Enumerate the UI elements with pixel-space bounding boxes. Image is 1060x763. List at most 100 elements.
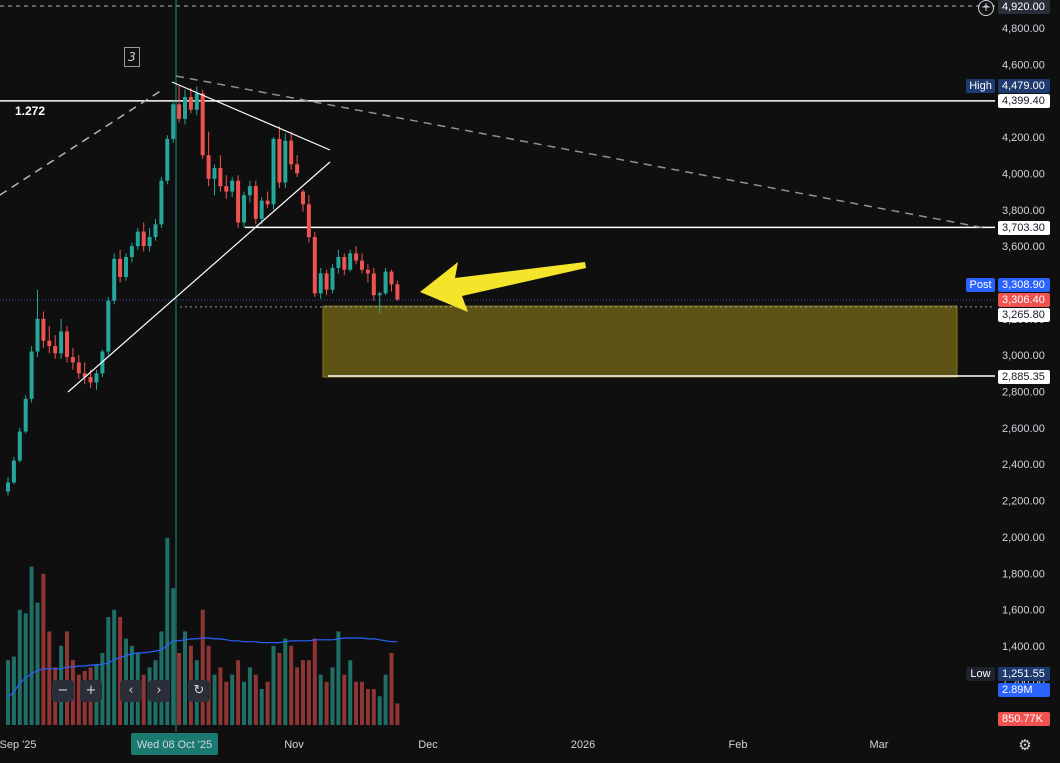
candle-body bbox=[17, 431, 22, 461]
candle-body bbox=[383, 271, 388, 294]
volume-bar bbox=[277, 653, 282, 725]
candle-body bbox=[159, 180, 164, 225]
volume-bar bbox=[177, 653, 182, 725]
low-value-pill-bg bbox=[998, 667, 1050, 681]
candle-body bbox=[29, 351, 34, 399]
volume-bar bbox=[383, 674, 388, 725]
y-tick-label: 2,400.00 bbox=[1002, 459, 1045, 471]
scroll-left-button[interactable]: ‹ bbox=[120, 680, 142, 702]
candle-body bbox=[306, 204, 311, 238]
post-value-pill-bg bbox=[998, 278, 1050, 292]
volume-bar bbox=[265, 681, 270, 725]
volume-bar bbox=[23, 613, 28, 725]
candle-body bbox=[312, 237, 317, 294]
candle-body bbox=[41, 318, 46, 341]
y-tick-label: 3,000.00 bbox=[1002, 350, 1045, 362]
volume-bar bbox=[348, 660, 353, 725]
volume-bar bbox=[295, 667, 300, 725]
last-price-pill-bg bbox=[998, 293, 1050, 307]
level-3265-pill-bg bbox=[998, 308, 1050, 322]
candle-body bbox=[212, 167, 217, 179]
volume-ma-line bbox=[7, 637, 398, 698]
candle-body bbox=[324, 273, 329, 290]
volume-bar bbox=[230, 674, 235, 725]
zoom-in-button[interactable]: + bbox=[80, 680, 102, 702]
volume-bar bbox=[377, 696, 382, 725]
y-tick-label: 2,000.00 bbox=[1002, 532, 1045, 544]
reset-chart-button[interactable]: ↻ bbox=[188, 680, 210, 702]
candle-body bbox=[129, 246, 134, 258]
candle-body bbox=[141, 231, 146, 247]
add-alert-icon[interactable]: + bbox=[978, 0, 994, 16]
post-title-pill-bg bbox=[966, 278, 995, 292]
level-2885-pill-text: 2,885.35 bbox=[1002, 371, 1045, 383]
y-tick-label: 4,800.00 bbox=[1002, 23, 1045, 35]
volume-bar bbox=[183, 631, 187, 725]
y-tick-label: 3,800.00 bbox=[1002, 205, 1045, 217]
volume-bar bbox=[200, 609, 205, 725]
volume-bar bbox=[106, 617, 111, 725]
volume-bar bbox=[11, 656, 16, 725]
candle-body bbox=[200, 93, 205, 156]
candle-body bbox=[277, 138, 282, 183]
zoom-out-button[interactable]: − bbox=[52, 680, 74, 702]
candle-body bbox=[342, 257, 347, 270]
candle-body bbox=[330, 267, 335, 290]
candle-body bbox=[53, 346, 58, 354]
candle-body bbox=[47, 340, 52, 347]
volume-bar bbox=[342, 674, 347, 725]
candle-body bbox=[271, 138, 276, 205]
volume-bar bbox=[165, 537, 170, 725]
low-title-pill-bg bbox=[966, 667, 995, 681]
volume-bar bbox=[41, 573, 46, 725]
candle-body bbox=[230, 180, 235, 192]
candle-body bbox=[318, 273, 323, 294]
volume-bar bbox=[354, 681, 359, 725]
candle-body bbox=[23, 398, 28, 432]
candle-body bbox=[135, 231, 140, 247]
high-value-pill-text: 4,479.00 bbox=[1002, 80, 1045, 92]
candle-body bbox=[259, 200, 264, 219]
x-tick-label: Sep '25 bbox=[0, 739, 36, 751]
candle-body bbox=[283, 140, 288, 183]
x-tick-label: Nov bbox=[284, 739, 304, 751]
volume-last-pill-bg bbox=[998, 712, 1050, 726]
volume-bar bbox=[118, 617, 123, 725]
dashed-trendline-right bbox=[175, 75, 986, 229]
y-tick-label: 2,200.00 bbox=[1002, 496, 1045, 508]
volume-bar bbox=[318, 674, 323, 725]
volume-bar bbox=[336, 631, 341, 725]
low-title-pill-text: Low bbox=[970, 668, 990, 680]
candle-body bbox=[377, 293, 382, 296]
x-tick-label: Mar bbox=[870, 739, 889, 751]
candle-body bbox=[194, 93, 199, 110]
last-price-pill-text: 3,306.40 bbox=[1002, 294, 1045, 306]
settings-gear-icon[interactable]: ⚙ bbox=[1018, 736, 1032, 754]
volume-bar bbox=[236, 660, 241, 725]
post-title-pill-text: Post bbox=[969, 279, 991, 291]
candle-body bbox=[336, 257, 341, 268]
candle-body bbox=[301, 191, 305, 205]
candle-body bbox=[82, 373, 87, 377]
candle-body bbox=[360, 260, 364, 270]
volume-bar bbox=[389, 653, 394, 725]
y-tick-label: 4,200.00 bbox=[1002, 132, 1045, 144]
candle-body bbox=[183, 97, 187, 119]
x-crosshair-pill bbox=[131, 733, 218, 755]
x-tick-label: Feb bbox=[729, 739, 748, 751]
level-4399-pill-bg bbox=[998, 94, 1050, 108]
top-price-pill-bg bbox=[998, 0, 1050, 14]
volume-bar bbox=[395, 703, 400, 725]
scroll-right-button[interactable]: › bbox=[148, 680, 170, 702]
volume-bar bbox=[306, 660, 311, 725]
volume-bar bbox=[112, 609, 117, 725]
triangle-upper-line bbox=[171, 81, 331, 151]
candle-body bbox=[371, 273, 376, 296]
y-tick-label: 1,600.00 bbox=[1002, 605, 1045, 617]
x-tick-label: Dec bbox=[418, 739, 438, 751]
high-title-pill-bg bbox=[966, 79, 995, 93]
x-tick-label: Wed 08 Oct '25 bbox=[137, 739, 212, 751]
volume-bar bbox=[212, 674, 217, 725]
volume-bar bbox=[224, 681, 229, 725]
